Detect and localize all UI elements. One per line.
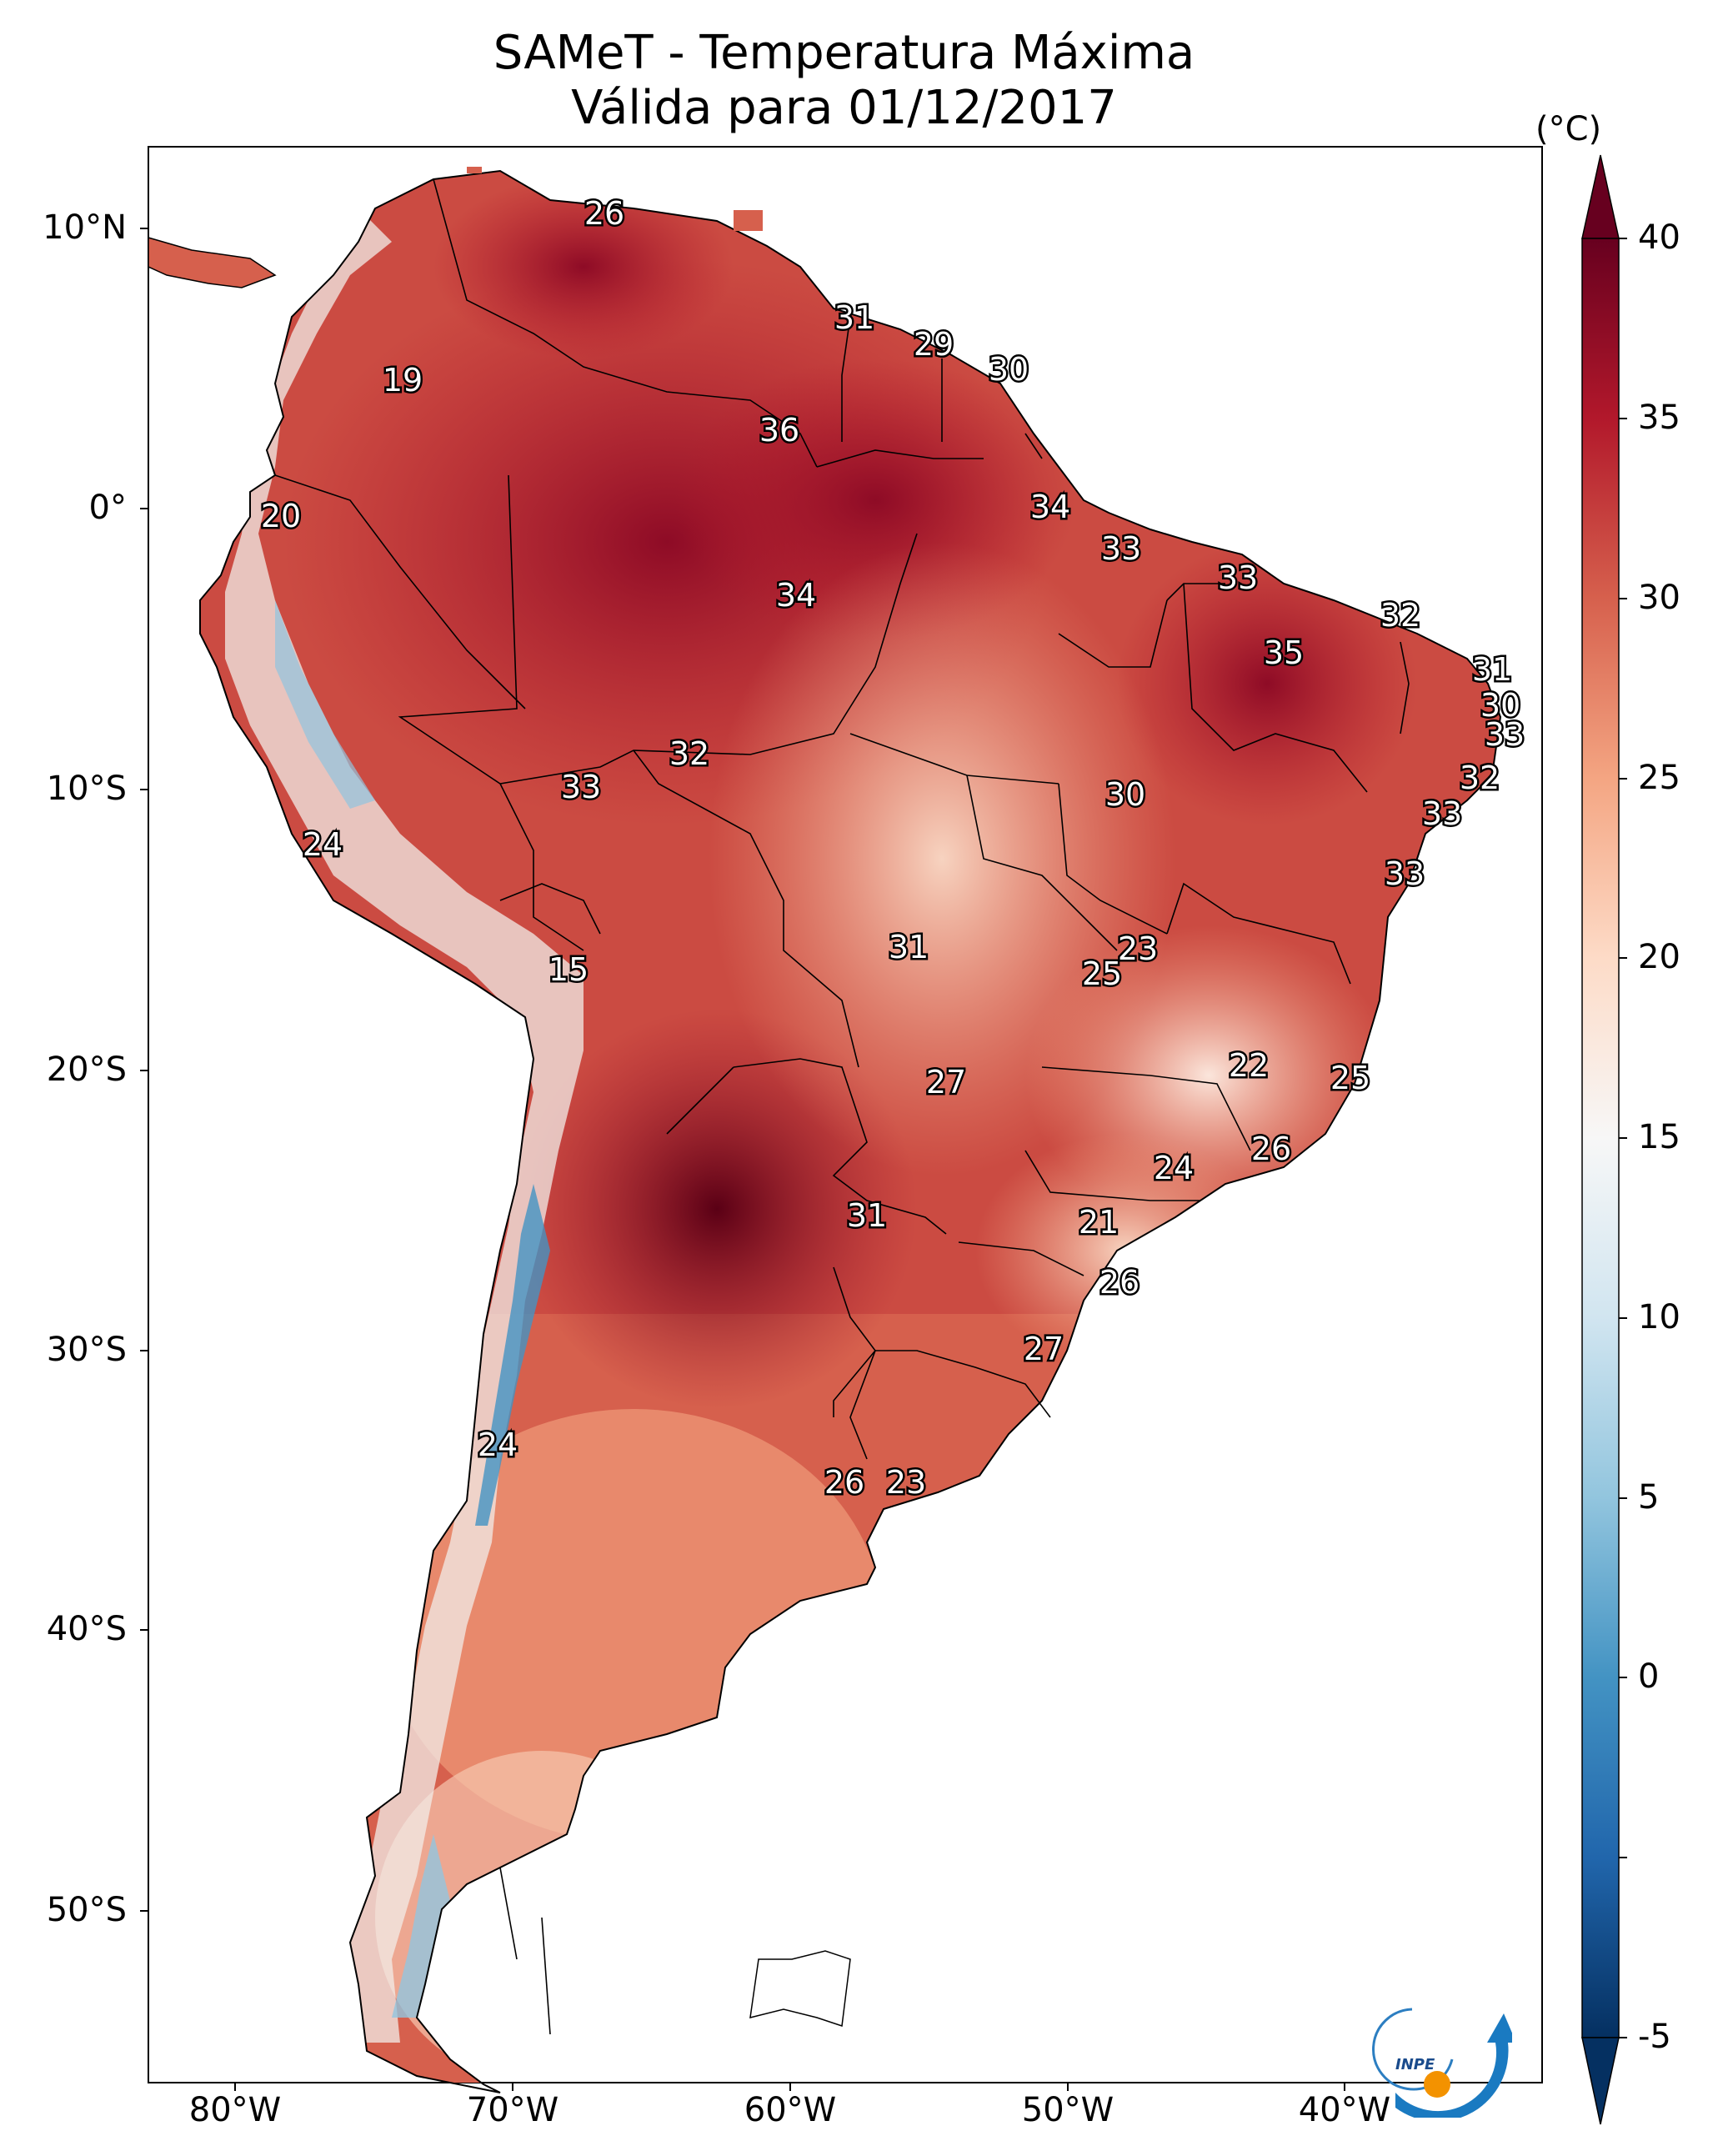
country-borders <box>274 178 1410 2035</box>
lon-label-70w: 70°W <box>466 2091 559 2129</box>
central-america-landmass <box>148 237 277 288</box>
lat-label-0: 0° <box>88 489 127 527</box>
colorbar-tick-label: 10 <box>1638 1298 1680 1336</box>
map-subtitle: Válida para 01/12/2017 <box>571 81 1117 135</box>
lon-label-40w: 40°W <box>1298 2091 1391 2129</box>
lat-label-50s: 50°S <box>46 1891 127 1929</box>
temperature-value-label: 32 <box>1380 597 1420 634</box>
temperature-value-label: 31 <box>834 299 874 336</box>
temperature-value-label: 33 <box>1218 559 1258 596</box>
temperature-value-label: 31 <box>889 929 929 965</box>
temperature-value-label: 36 <box>759 412 799 449</box>
temperature-value-label: 33 <box>1422 795 1462 832</box>
lat-label-40s: 40°S <box>46 1610 127 1648</box>
temperature-value-label: 35 <box>1264 634 1304 671</box>
temperature-value-label: 31 <box>847 1197 887 1234</box>
trinidad-island <box>734 210 763 231</box>
colorbar-tick-label: 15 <box>1638 1118 1680 1156</box>
lon-label-80w: 80°W <box>188 2091 282 2129</box>
lon-label-60w: 60°W <box>744 2091 837 2129</box>
temperature-value-label: 27 <box>1024 1331 1064 1367</box>
longitude-ticks <box>234 2083 1345 2091</box>
temperature-value-label: 33 <box>561 769 601 805</box>
temperature-value-label: 26 <box>824 1464 864 1501</box>
temperature-value-label: 23 <box>1118 930 1158 967</box>
temperature-value-label: 30 <box>1105 776 1145 813</box>
temperature-value-label: 25 <box>1330 1060 1370 1096</box>
temperature-value-label: 32 <box>669 735 709 772</box>
temperature-value-label: 34 <box>776 577 816 614</box>
inpe-logo: INPE <box>1372 2008 1512 2118</box>
lat-label-10n: 10°N <box>43 208 127 247</box>
svg-text:INPE: INPE <box>1395 2056 1435 2073</box>
colorbar-tick-label: 5 <box>1638 1478 1660 1517</box>
temperature-value-label: 26 <box>1099 1264 1139 1301</box>
temperature-value-label: 33 <box>1101 530 1141 567</box>
temperature-value-label: 20 <box>261 498 301 534</box>
colorbar-tick-label: -5 <box>1638 2018 1671 2056</box>
temperature-value-label: 24 <box>478 1426 518 1463</box>
lat-label-20s: 20°S <box>46 1050 127 1089</box>
lat-label-30s: 30°S <box>46 1331 127 1369</box>
temperature-value-label: 32 <box>1460 760 1500 796</box>
temperature-value-label: 30 <box>989 351 1029 388</box>
temperature-value-label: 31 <box>1472 651 1512 688</box>
falkland-islands <box>749 1950 851 2028</box>
colorbar <box>1581 154 1627 2125</box>
latitude-ticks <box>140 228 148 1912</box>
caribbean-island <box>467 167 482 173</box>
temperature-value-label: 22 <box>1229 1047 1269 1084</box>
colorbar-tick-label: 30 <box>1638 579 1680 617</box>
map-title: SAMeT - Temperatura Máxima <box>493 26 1195 80</box>
lon-label-50w: 50°W <box>1021 2091 1114 2129</box>
colorbar-tick-label: 25 <box>1638 759 1680 797</box>
colorbar-tick-label: 40 <box>1638 218 1680 257</box>
colorbar-tick-label: 35 <box>1638 399 1680 437</box>
temperature-value-label: 24 <box>303 826 343 863</box>
temperature-value-label: 34 <box>1030 489 1070 525</box>
temperature-value-label: 24 <box>1154 1150 1194 1186</box>
temperature-value-label: 33 <box>1385 855 1425 892</box>
colorbar-tick-label: 0 <box>1638 1657 1660 1696</box>
temperature-value-label: 29 <box>914 326 954 363</box>
temperature-value-label: 21 <box>1079 1204 1119 1241</box>
temperature-value-label: 33 <box>1485 716 1525 753</box>
temperature-value-label: 19 <box>383 362 423 399</box>
temperature-value-label: 26 <box>1251 1131 1291 1167</box>
temperature-value-label: 27 <box>926 1064 966 1101</box>
colorbar-unit: (°C) <box>1535 110 1602 148</box>
lat-label-10s: 10°S <box>46 770 127 808</box>
temperature-value-label: 25 <box>1082 955 1122 992</box>
temperature-value-label: 15 <box>548 951 589 988</box>
temperature-value-label: 23 <box>886 1464 926 1501</box>
temperature-value-label: 26 <box>584 195 624 232</box>
colorbar-tick-label: 20 <box>1638 938 1680 976</box>
temperature-value-label: 30 <box>1480 687 1520 724</box>
